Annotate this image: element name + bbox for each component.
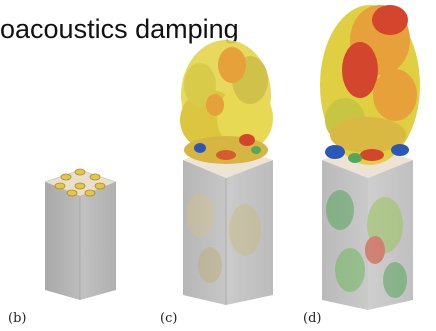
panel-label-c: (c) xyxy=(160,311,177,326)
panel-label-b: (b) xyxy=(8,311,26,326)
panel-d-simulation xyxy=(320,5,420,310)
panel-b-column xyxy=(44,168,117,300)
panel-c-simulation xyxy=(180,40,273,305)
figure-title: oacoustics damping xyxy=(0,14,239,44)
panel-label-d: (d) xyxy=(303,311,321,326)
